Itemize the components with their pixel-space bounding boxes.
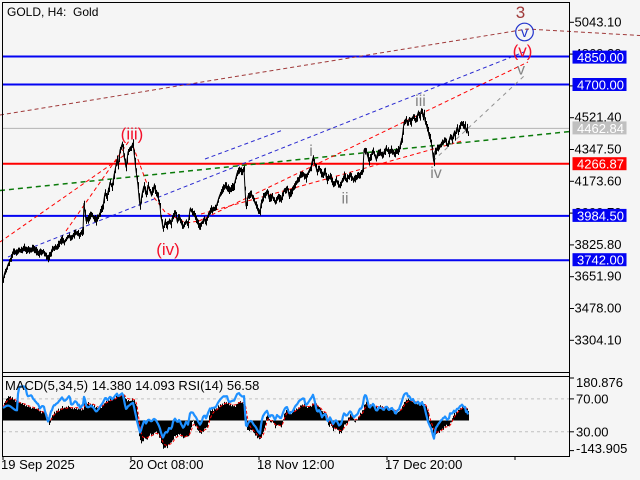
svg-text:i: i — [309, 143, 313, 160]
svg-text:v: v — [517, 61, 525, 78]
svg-text:3651.90: 3651.90 — [575, 269, 622, 284]
svg-text:4462.84: 4462.84 — [577, 121, 624, 136]
svg-text:4266.87: 4266.87 — [577, 157, 624, 172]
svg-text:4850.00: 4850.00 — [577, 50, 624, 65]
svg-text:MACD(5,34,5) 14.380 14.093 RSI: MACD(5,34,5) 14.380 14.093 RSI(14) 56.58 — [5, 378, 259, 393]
svg-text:(iii): (iii) — [121, 125, 144, 144]
svg-text:4521.40: 4521.40 — [575, 110, 622, 125]
svg-text:19 Sep 2025: 19 Sep 2025 — [1, 457, 75, 472]
svg-text:180.876: 180.876 — [576, 375, 623, 390]
svg-text:4700.00: 4700.00 — [577, 78, 624, 93]
svg-text:v: v — [521, 24, 528, 40]
svg-text:70.00: 70.00 — [576, 391, 609, 406]
svg-text:3304.10: 3304.10 — [575, 332, 622, 347]
svg-text:-143.905: -143.905 — [576, 441, 627, 456]
svg-text:30.00: 30.00 — [576, 424, 609, 439]
svg-text:3742.00: 3742.00 — [577, 253, 624, 268]
svg-text:ii: ii — [341, 191, 348, 208]
svg-text:20 Oct 08:00: 20 Oct 08:00 — [129, 457, 203, 472]
svg-text:3: 3 — [516, 3, 525, 22]
svg-text:iv: iv — [430, 165, 442, 182]
svg-text:3478.00: 3478.00 — [575, 300, 622, 315]
svg-text:5043.10: 5043.10 — [575, 14, 622, 29]
svg-text:17 Dec 20:00: 17 Dec 20:00 — [385, 457, 462, 472]
svg-text:18 Nov 12:00: 18 Nov 12:00 — [257, 457, 334, 472]
svg-text:(v): (v) — [513, 42, 533, 61]
svg-text:3825.80: 3825.80 — [575, 237, 622, 252]
svg-text:3984.50: 3984.50 — [577, 208, 624, 223]
svg-text:GOLD, H4: Gold: GOLD, H4: Gold — [7, 5, 98, 19]
svg-text:iii: iii — [415, 93, 426, 110]
svg-text:4347.50: 4347.50 — [575, 141, 622, 156]
svg-text:(iv): (iv) — [156, 240, 180, 259]
svg-text:4173.60: 4173.60 — [575, 173, 622, 188]
